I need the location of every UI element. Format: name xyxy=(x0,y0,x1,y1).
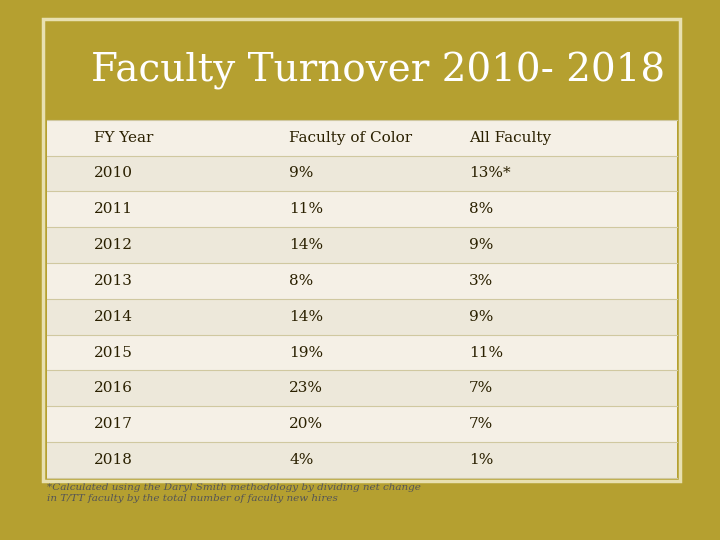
Bar xyxy=(47,191,677,227)
Text: 2013: 2013 xyxy=(94,274,133,288)
Text: 7%: 7% xyxy=(469,381,493,395)
Bar xyxy=(47,406,677,442)
Text: 9%: 9% xyxy=(289,166,314,180)
Bar xyxy=(47,22,677,478)
Text: 4%: 4% xyxy=(289,453,314,467)
Bar xyxy=(47,156,677,191)
Text: All Faculty: All Faculty xyxy=(469,131,551,145)
Bar xyxy=(47,227,677,263)
Text: 20%: 20% xyxy=(289,417,323,431)
Text: 3%: 3% xyxy=(469,274,493,288)
Bar xyxy=(47,442,677,478)
Text: 2014: 2014 xyxy=(94,310,133,323)
Bar xyxy=(47,299,677,335)
Bar xyxy=(47,335,677,370)
Bar xyxy=(47,370,677,406)
Text: 2012: 2012 xyxy=(94,238,133,252)
Text: 2017: 2017 xyxy=(94,417,133,431)
Bar xyxy=(47,22,677,120)
Bar xyxy=(43,19,680,481)
Text: Faculty Turnover 2010- 2018: Faculty Turnover 2010- 2018 xyxy=(91,52,665,90)
Text: 14%: 14% xyxy=(289,310,323,323)
Text: 7%: 7% xyxy=(469,417,493,431)
Bar xyxy=(47,120,677,156)
Text: 14%: 14% xyxy=(289,238,323,252)
Bar xyxy=(47,263,677,299)
Text: Faculty of Color: Faculty of Color xyxy=(289,131,413,145)
Text: 2016: 2016 xyxy=(94,381,133,395)
Text: 23%: 23% xyxy=(289,381,323,395)
Text: 2015: 2015 xyxy=(94,346,133,360)
Text: 19%: 19% xyxy=(289,346,323,360)
Text: 2010: 2010 xyxy=(94,166,133,180)
Text: 8%: 8% xyxy=(469,202,493,216)
Text: 8%: 8% xyxy=(289,274,314,288)
Text: 11%: 11% xyxy=(289,202,323,216)
Text: *Calculated using the Daryl Smith methodology by dividing net change
in T/TT fac: *Calculated using the Daryl Smith method… xyxy=(47,483,420,503)
Text: 1%: 1% xyxy=(469,453,493,467)
Text: 13%*: 13%* xyxy=(469,166,510,180)
Text: 2011: 2011 xyxy=(94,202,133,216)
Text: 9%: 9% xyxy=(469,238,493,252)
Text: FY Year: FY Year xyxy=(94,131,153,145)
Text: 9%: 9% xyxy=(469,310,493,323)
Text: 2018: 2018 xyxy=(94,453,133,467)
Text: 11%: 11% xyxy=(469,346,503,360)
